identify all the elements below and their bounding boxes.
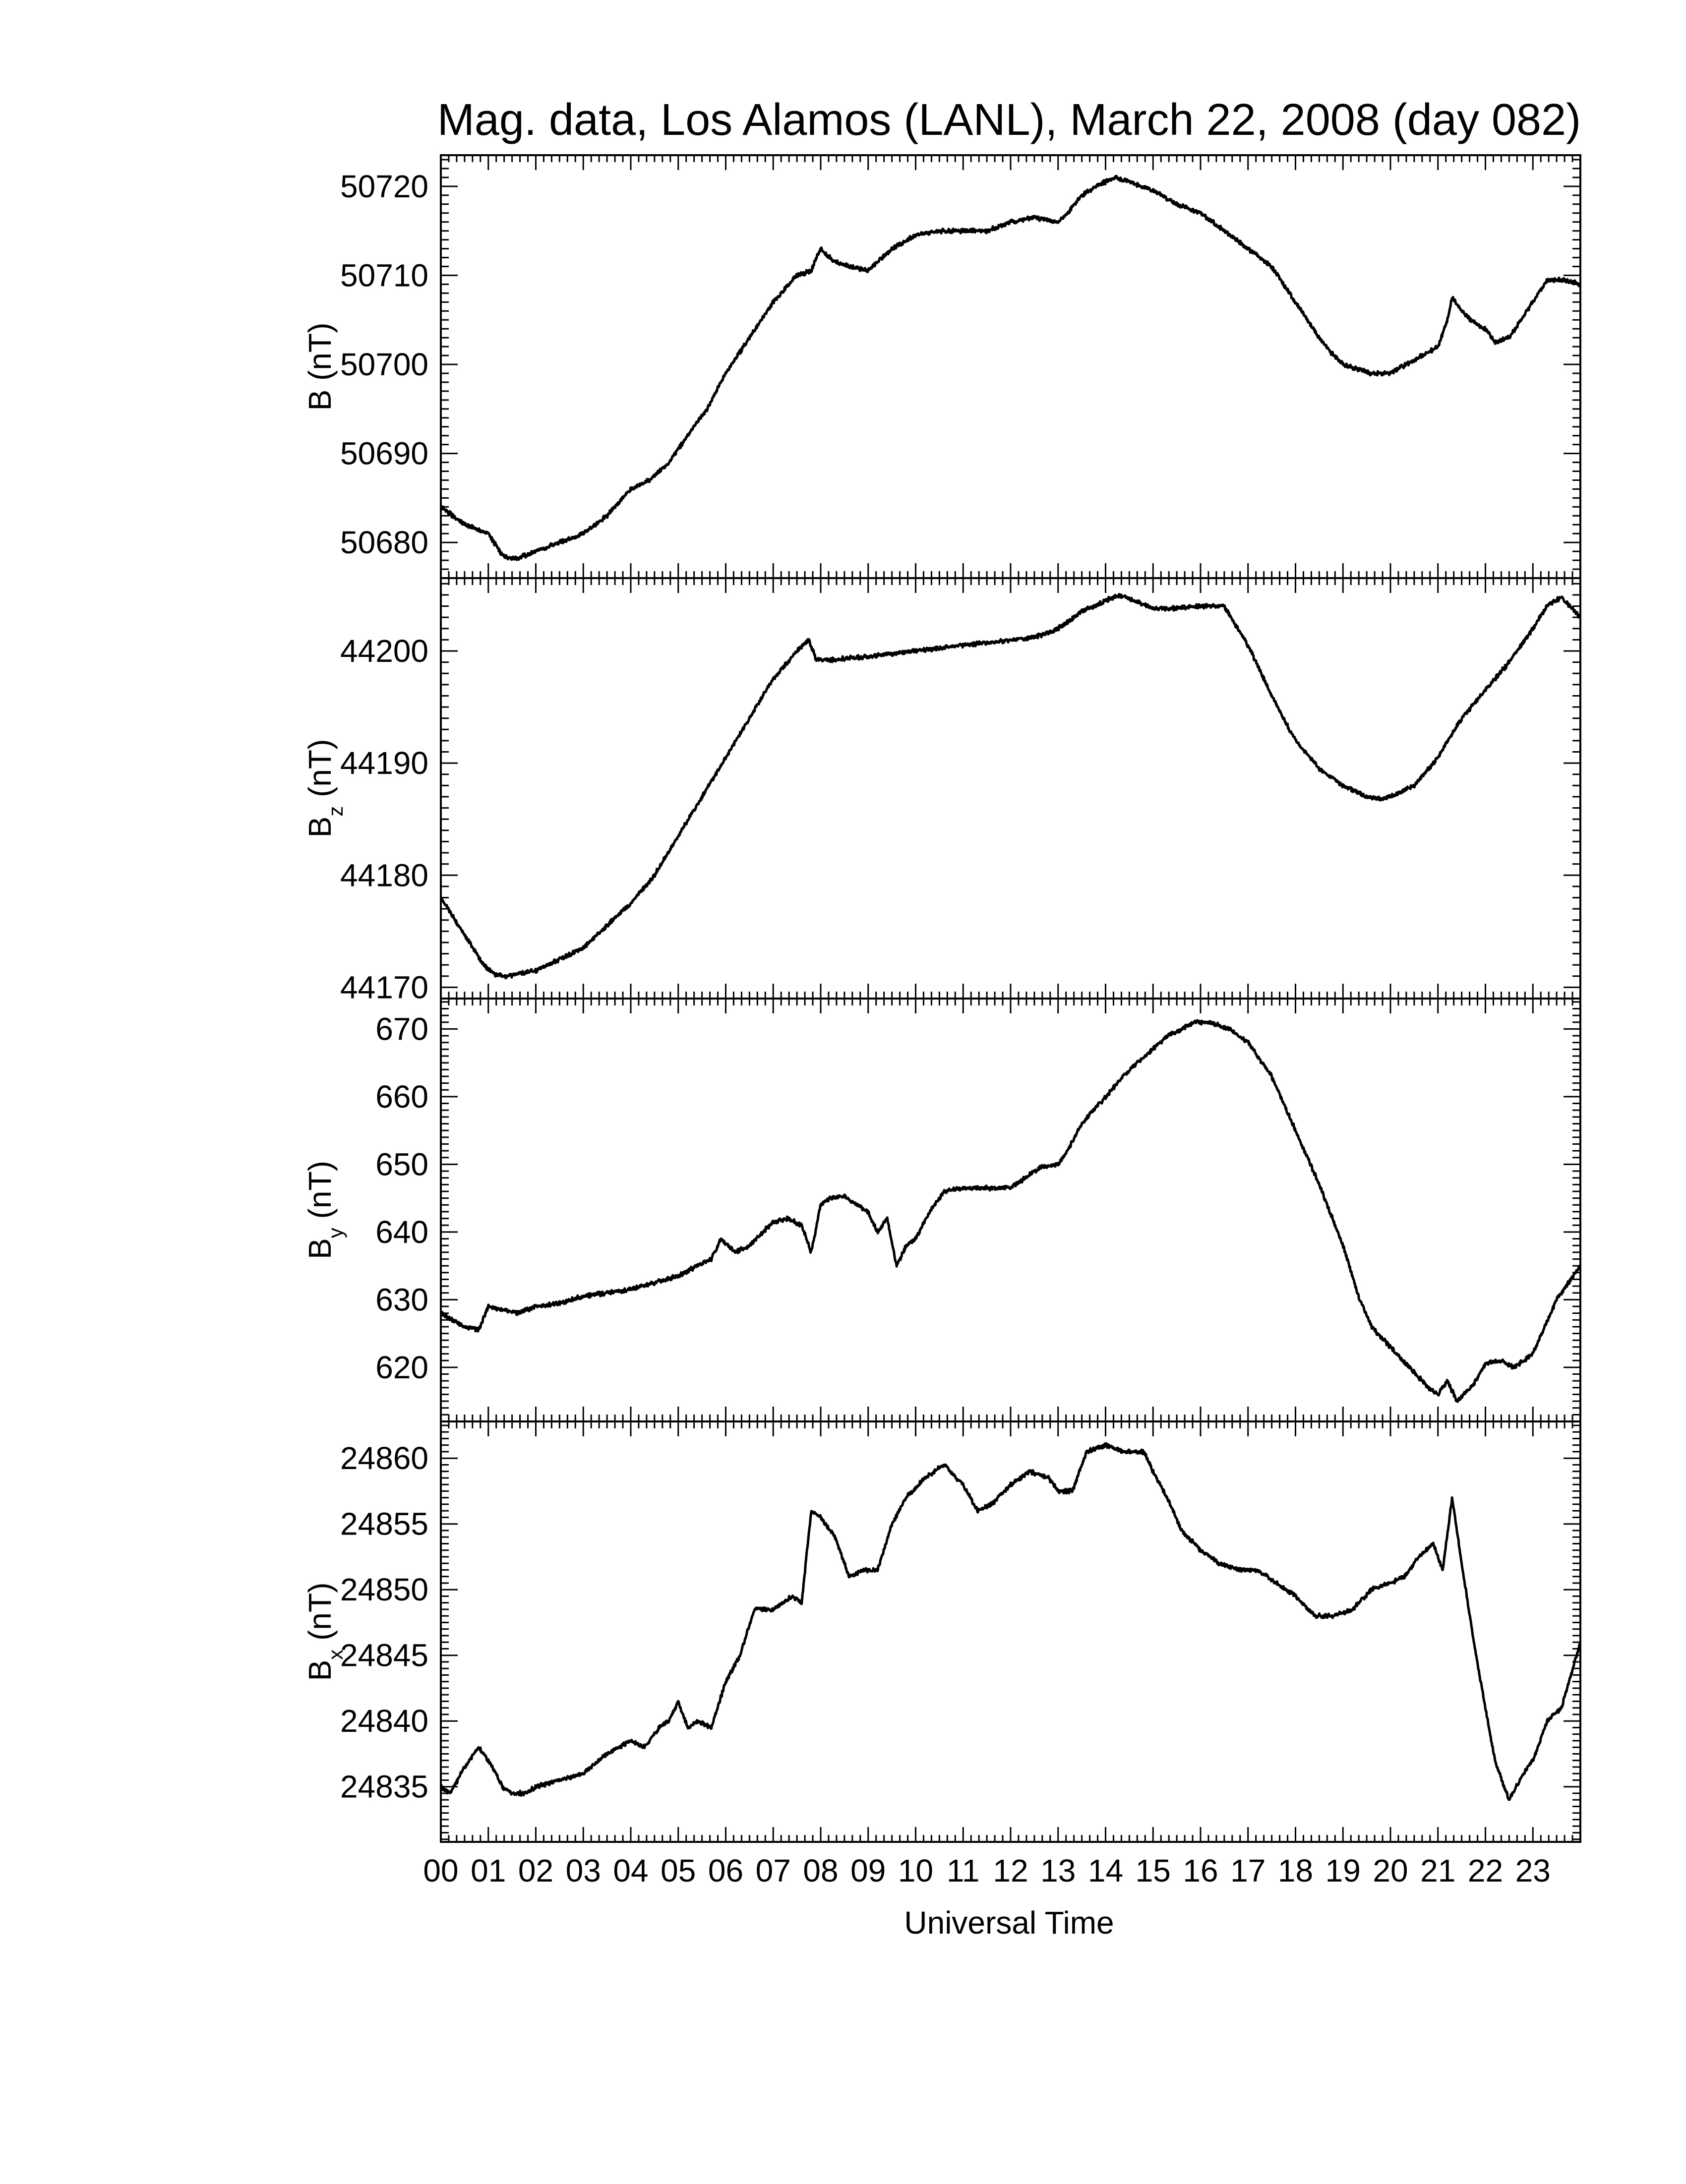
panel-3: 620 630 640 650 660 670 By (nT): [302, 998, 1581, 1422]
panel-frame: [440, 998, 1581, 1422]
x-tick-label: 20: [1373, 1853, 1408, 1889]
y-tick-label: 24855: [340, 1506, 428, 1542]
chart-title: Mag. data, Los Alamos (LANL), March 22, …: [437, 95, 1581, 145]
x-tick-label: 23: [1515, 1853, 1551, 1889]
x-tick-label: 18: [1278, 1853, 1313, 1889]
y-axis-label: By (nT): [302, 1161, 347, 1259]
y-axis-label-symbol: B: [302, 1238, 338, 1259]
y-tick-label: 50700: [340, 347, 428, 382]
x-tick-label: 10: [898, 1853, 933, 1889]
y-axis-label-unit: (nT): [302, 739, 338, 806]
y-axis-label-symbol: B: [302, 390, 338, 411]
y-tick-label: 44170: [340, 969, 428, 1005]
y-tick-label: 630: [375, 1282, 428, 1317]
x-tick-label: 16: [1183, 1853, 1218, 1889]
x-tick-label: 12: [993, 1853, 1028, 1889]
y-axis-label: Bz (nT): [302, 739, 347, 838]
x-tick-label: 06: [708, 1853, 743, 1889]
y-axis-label-unit: (nT): [302, 323, 338, 390]
y-tick-label: 640: [375, 1214, 428, 1250]
y-axis-label-subscript: z: [324, 806, 347, 817]
panel-frame: [440, 154, 1581, 579]
x-tick-label: 17: [1230, 1853, 1265, 1889]
x-tick-label: 03: [566, 1853, 601, 1889]
series-line: [439, 175, 1581, 561]
series-line: [439, 1019, 1581, 1403]
panel-2: 44170 44180 44190 44200 Bz (nT): [302, 577, 1581, 1005]
panels-group: 50680 50690 50700 50710 50720 B (nT) 44170 4418…: [302, 154, 1581, 1889]
y-tick-label: 50680: [340, 525, 428, 560]
x-axis-label: Universal Time: [904, 1905, 1114, 1941]
y-tick-label: 660: [375, 1079, 428, 1115]
y-tick-label: 650: [375, 1146, 428, 1182]
x-tick-label: 04: [613, 1853, 648, 1889]
y-axis-label-subscript: x: [324, 1650, 347, 1660]
panel-1: 50680 50690 50700 50710 50720 B (nT): [302, 154, 1581, 579]
x-tick-label: 01: [471, 1853, 506, 1889]
x-tick-label: 13: [1040, 1853, 1076, 1889]
panel-4: 24835 24840 24845 24850 24855 24860 Bx (nT) 00 0…: [302, 1420, 1581, 1889]
x-tick-label: 15: [1136, 1853, 1171, 1889]
y-tick-label: 44190: [340, 745, 428, 781]
y-tick-label: 620: [375, 1350, 428, 1385]
y-tick-label: 24845: [340, 1638, 428, 1673]
y-tick-label: 50710: [340, 257, 428, 293]
y-tick-label: 24840: [340, 1703, 428, 1739]
y-tick-label: 670: [375, 1011, 428, 1047]
x-tick-label: 07: [756, 1853, 791, 1889]
y-tick-label: 44180: [340, 857, 428, 893]
series-line: [439, 1442, 1581, 1801]
y-axis-label-unit: (nT): [302, 1583, 338, 1650]
y-axis-label: Bx (nT): [302, 1583, 347, 1681]
y-axis-label-unit: (nT): [302, 1161, 338, 1228]
x-tick-label: 09: [850, 1853, 886, 1889]
x-tick-label: 00: [423, 1853, 458, 1889]
y-tick-label: 50720: [340, 169, 428, 204]
x-tick-label: 02: [518, 1853, 553, 1889]
y-tick-label: 24860: [340, 1440, 428, 1476]
y-tick-label: 24850: [340, 1572, 428, 1607]
y-axis-label-symbol: B: [302, 1660, 338, 1681]
y-axis-label-symbol: B: [302, 817, 338, 838]
x-tick-label: 19: [1325, 1853, 1361, 1889]
y-tick-label: 50690: [340, 436, 428, 472]
y-axis-label: B (nT): [302, 323, 338, 411]
y-tick-label: 44200: [340, 633, 428, 669]
x-tick-label: 14: [1088, 1853, 1123, 1889]
y-tick-label: 24835: [340, 1769, 428, 1805]
x-tick-label: 22: [1468, 1853, 1503, 1889]
x-tick-label: 21: [1420, 1853, 1455, 1889]
x-tick-label: 08: [803, 1853, 838, 1889]
x-tick-label: 05: [661, 1853, 696, 1889]
series-line: [439, 592, 1581, 980]
x-tick-label: 11: [947, 1853, 979, 1889]
y-axis-label-subscript: y: [324, 1228, 347, 1238]
